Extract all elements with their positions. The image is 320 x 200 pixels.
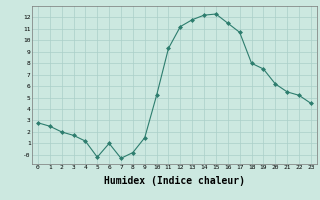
X-axis label: Humidex (Indice chaleur): Humidex (Indice chaleur) (104, 176, 245, 186)
